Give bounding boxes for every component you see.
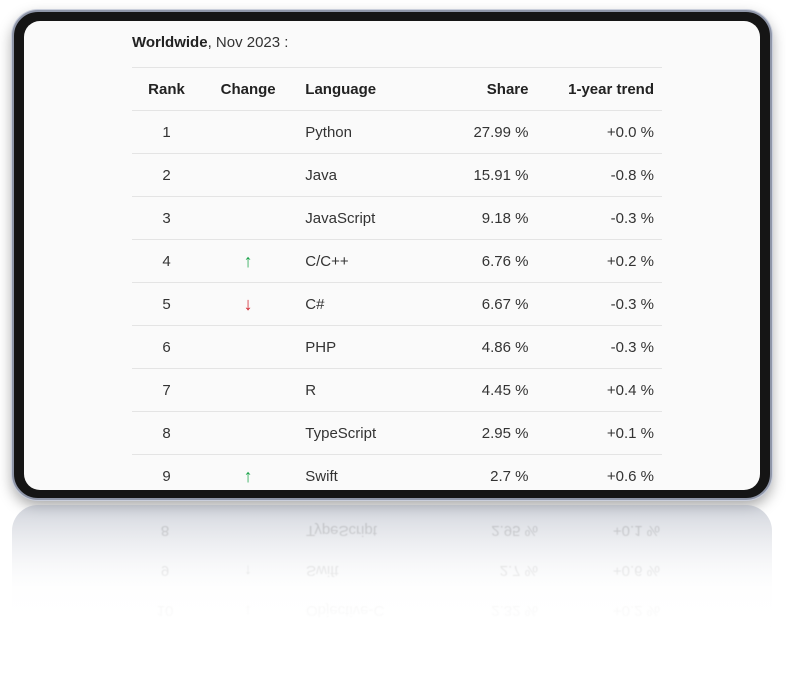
share-cell: 15.91 % [421, 153, 530, 197]
share-cell: 6.76 % [421, 239, 530, 283]
change-cell [200, 110, 296, 154]
trend-cell: -0.8 % [529, 153, 662, 197]
rank-cell: 3 [132, 196, 201, 240]
change-cell [200, 368, 296, 412]
table-row: 1 Python 27.99 % +0.0 % [132, 110, 662, 154]
language-ranking-table: Rank Change Language Share 1-year trend … [132, 67, 662, 490]
header-row: Rank Change Language Share 1-year trend [132, 67, 662, 111]
trend-cell: -0.3 % [529, 196, 662, 240]
language-cell: PHP [295, 325, 422, 369]
arrow-up-icon: ↑ [243, 250, 253, 271]
header-rank: Rank [132, 67, 201, 111]
reflection-fade [12, 505, 772, 645]
change-cell: ↑ [200, 239, 296, 283]
language-cell: C# [295, 282, 422, 326]
rank-cell: 5 [132, 282, 201, 326]
table-row: 8 TypeScript 2.95 % +0.1 % [132, 411, 662, 455]
table-row: 9 ↑ Swift 2.7 % +0.6 % [132, 454, 662, 490]
header-change: Change [200, 67, 296, 111]
share-cell: 4.45 % [421, 368, 530, 412]
ranking-content: Worldwide, Nov 2023 : Rank Change Langua… [132, 33, 662, 490]
share-cell: 27.99 % [421, 110, 530, 154]
trend-cell: +0.1 % [529, 411, 662, 455]
change-cell [200, 153, 296, 197]
share-cell: 2.7 % [421, 454, 530, 490]
table-row: 3 JavaScript 9.18 % -0.3 % [132, 196, 662, 240]
screen: Worldwide, Nov 2023 : Rank Change Langua… [24, 21, 760, 490]
rank-cell: 4 [132, 239, 201, 283]
share-cell: 4.86 % [421, 325, 530, 369]
region-label: Worldwide [132, 34, 208, 51]
table-body: 1 Python 27.99 % +0.0 % 2 Java 15.91 % -0.8 % 3 J… [132, 110, 662, 490]
language-cell: C/C++ [295, 239, 422, 283]
language-cell: JavaScript [295, 196, 422, 240]
rank-cell: 7 [132, 368, 201, 412]
table-row: 4 ↑ C/C++ 6.76 % +0.2 % [132, 239, 662, 283]
language-cell: R [295, 368, 422, 412]
rank-cell: 1 [132, 110, 201, 154]
language-cell: TypeScript [295, 411, 422, 455]
header-trend: 1-year trend [529, 67, 662, 111]
change-cell [200, 196, 296, 240]
rank-cell: 9 [132, 454, 201, 490]
trend-cell: +0.4 % [529, 368, 662, 412]
table-row: 5 ↓ C# 6.67 % -0.3 % [132, 282, 662, 326]
date-label: , Nov 2023 : [207, 34, 289, 51]
change-cell [200, 325, 296, 369]
rank-cell: 2 [132, 153, 201, 197]
change-cell: ↓ [200, 282, 296, 326]
rank-cell: 8 [132, 411, 201, 455]
share-cell: 9.18 % [421, 196, 530, 240]
language-cell: Swift [295, 454, 422, 490]
trend-cell: -0.3 % [529, 282, 662, 326]
trend-cell: +0.2 % [529, 239, 662, 283]
table-row: 7 R 4.45 % +0.4 % [132, 368, 662, 412]
header-language: Language [295, 67, 422, 111]
language-cell: Python [295, 110, 422, 154]
trend-cell: -0.3 % [529, 325, 662, 369]
arrow-down-icon: ↓ [243, 293, 253, 314]
arrow-up-icon: ↑ [243, 465, 253, 486]
language-cell: Java [295, 153, 422, 197]
share-cell: 6.67 % [421, 282, 530, 326]
trend-cell: +0.6 % [529, 454, 662, 490]
change-cell [200, 411, 296, 455]
trend-cell: +0.0 % [529, 110, 662, 154]
device-frame: Worldwide, Nov 2023 : Rank Change Langua… [12, 10, 772, 500]
table-heading: Worldwide, Nov 2023 : [132, 33, 662, 67]
table-row: 6 PHP 4.86 % -0.3 % [132, 325, 662, 369]
share-cell: 2.95 % [421, 411, 530, 455]
rank-cell: 6 [132, 325, 201, 369]
header-share: Share [421, 67, 530, 111]
table-row: 2 Java 15.91 % -0.8 % [132, 153, 662, 197]
change-cell: ↑ [200, 454, 296, 490]
